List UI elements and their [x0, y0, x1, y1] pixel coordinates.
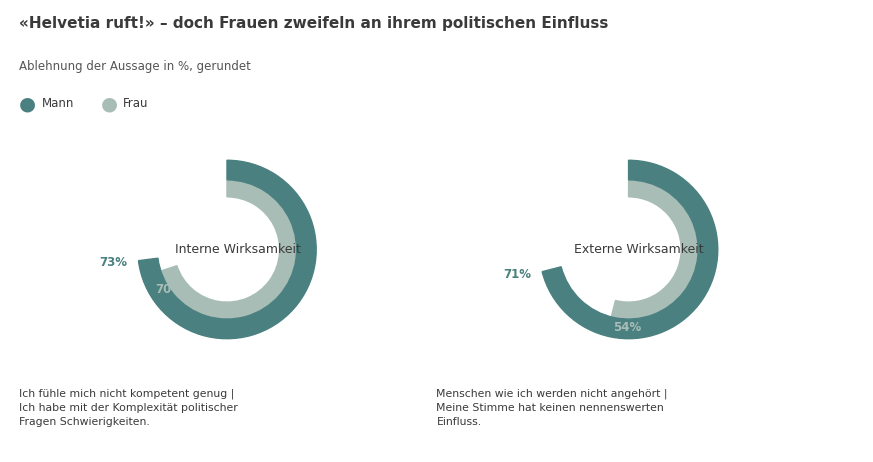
Text: Interne Wirksamkeit: Interne Wirksamkeit — [175, 243, 300, 256]
Wedge shape — [611, 181, 698, 318]
Text: 70%: 70% — [155, 283, 183, 296]
Text: 54%: 54% — [613, 321, 642, 334]
Wedge shape — [542, 160, 718, 339]
Text: 73%: 73% — [99, 255, 127, 268]
Text: Externe Wirksamkeit: Externe Wirksamkeit — [574, 243, 705, 256]
Wedge shape — [162, 181, 296, 318]
Text: 71%: 71% — [503, 268, 531, 281]
Text: Mann: Mann — [42, 97, 74, 110]
Text: ●: ● — [100, 94, 117, 114]
Text: ●: ● — [19, 94, 36, 114]
Wedge shape — [139, 160, 316, 339]
Text: Menschen wie ich werden nicht angehört |
Meine Stimme hat keinen nennenswerten
E: Menschen wie ich werden nicht angehört |… — [436, 388, 668, 427]
Text: Ablehnung der Aussage in %, gerundet: Ablehnung der Aussage in %, gerundet — [19, 60, 251, 73]
Text: Frau: Frau — [123, 97, 148, 110]
Text: Ich fühle mich nicht kompetent genug |
Ich habe mit der Komplexität politischer
: Ich fühle mich nicht kompetent genug | I… — [19, 388, 238, 427]
Text: «Helvetia ruft!» – doch Frauen zweifeln an ihrem politischen Einfluss: «Helvetia ruft!» – doch Frauen zweifeln … — [19, 16, 608, 31]
